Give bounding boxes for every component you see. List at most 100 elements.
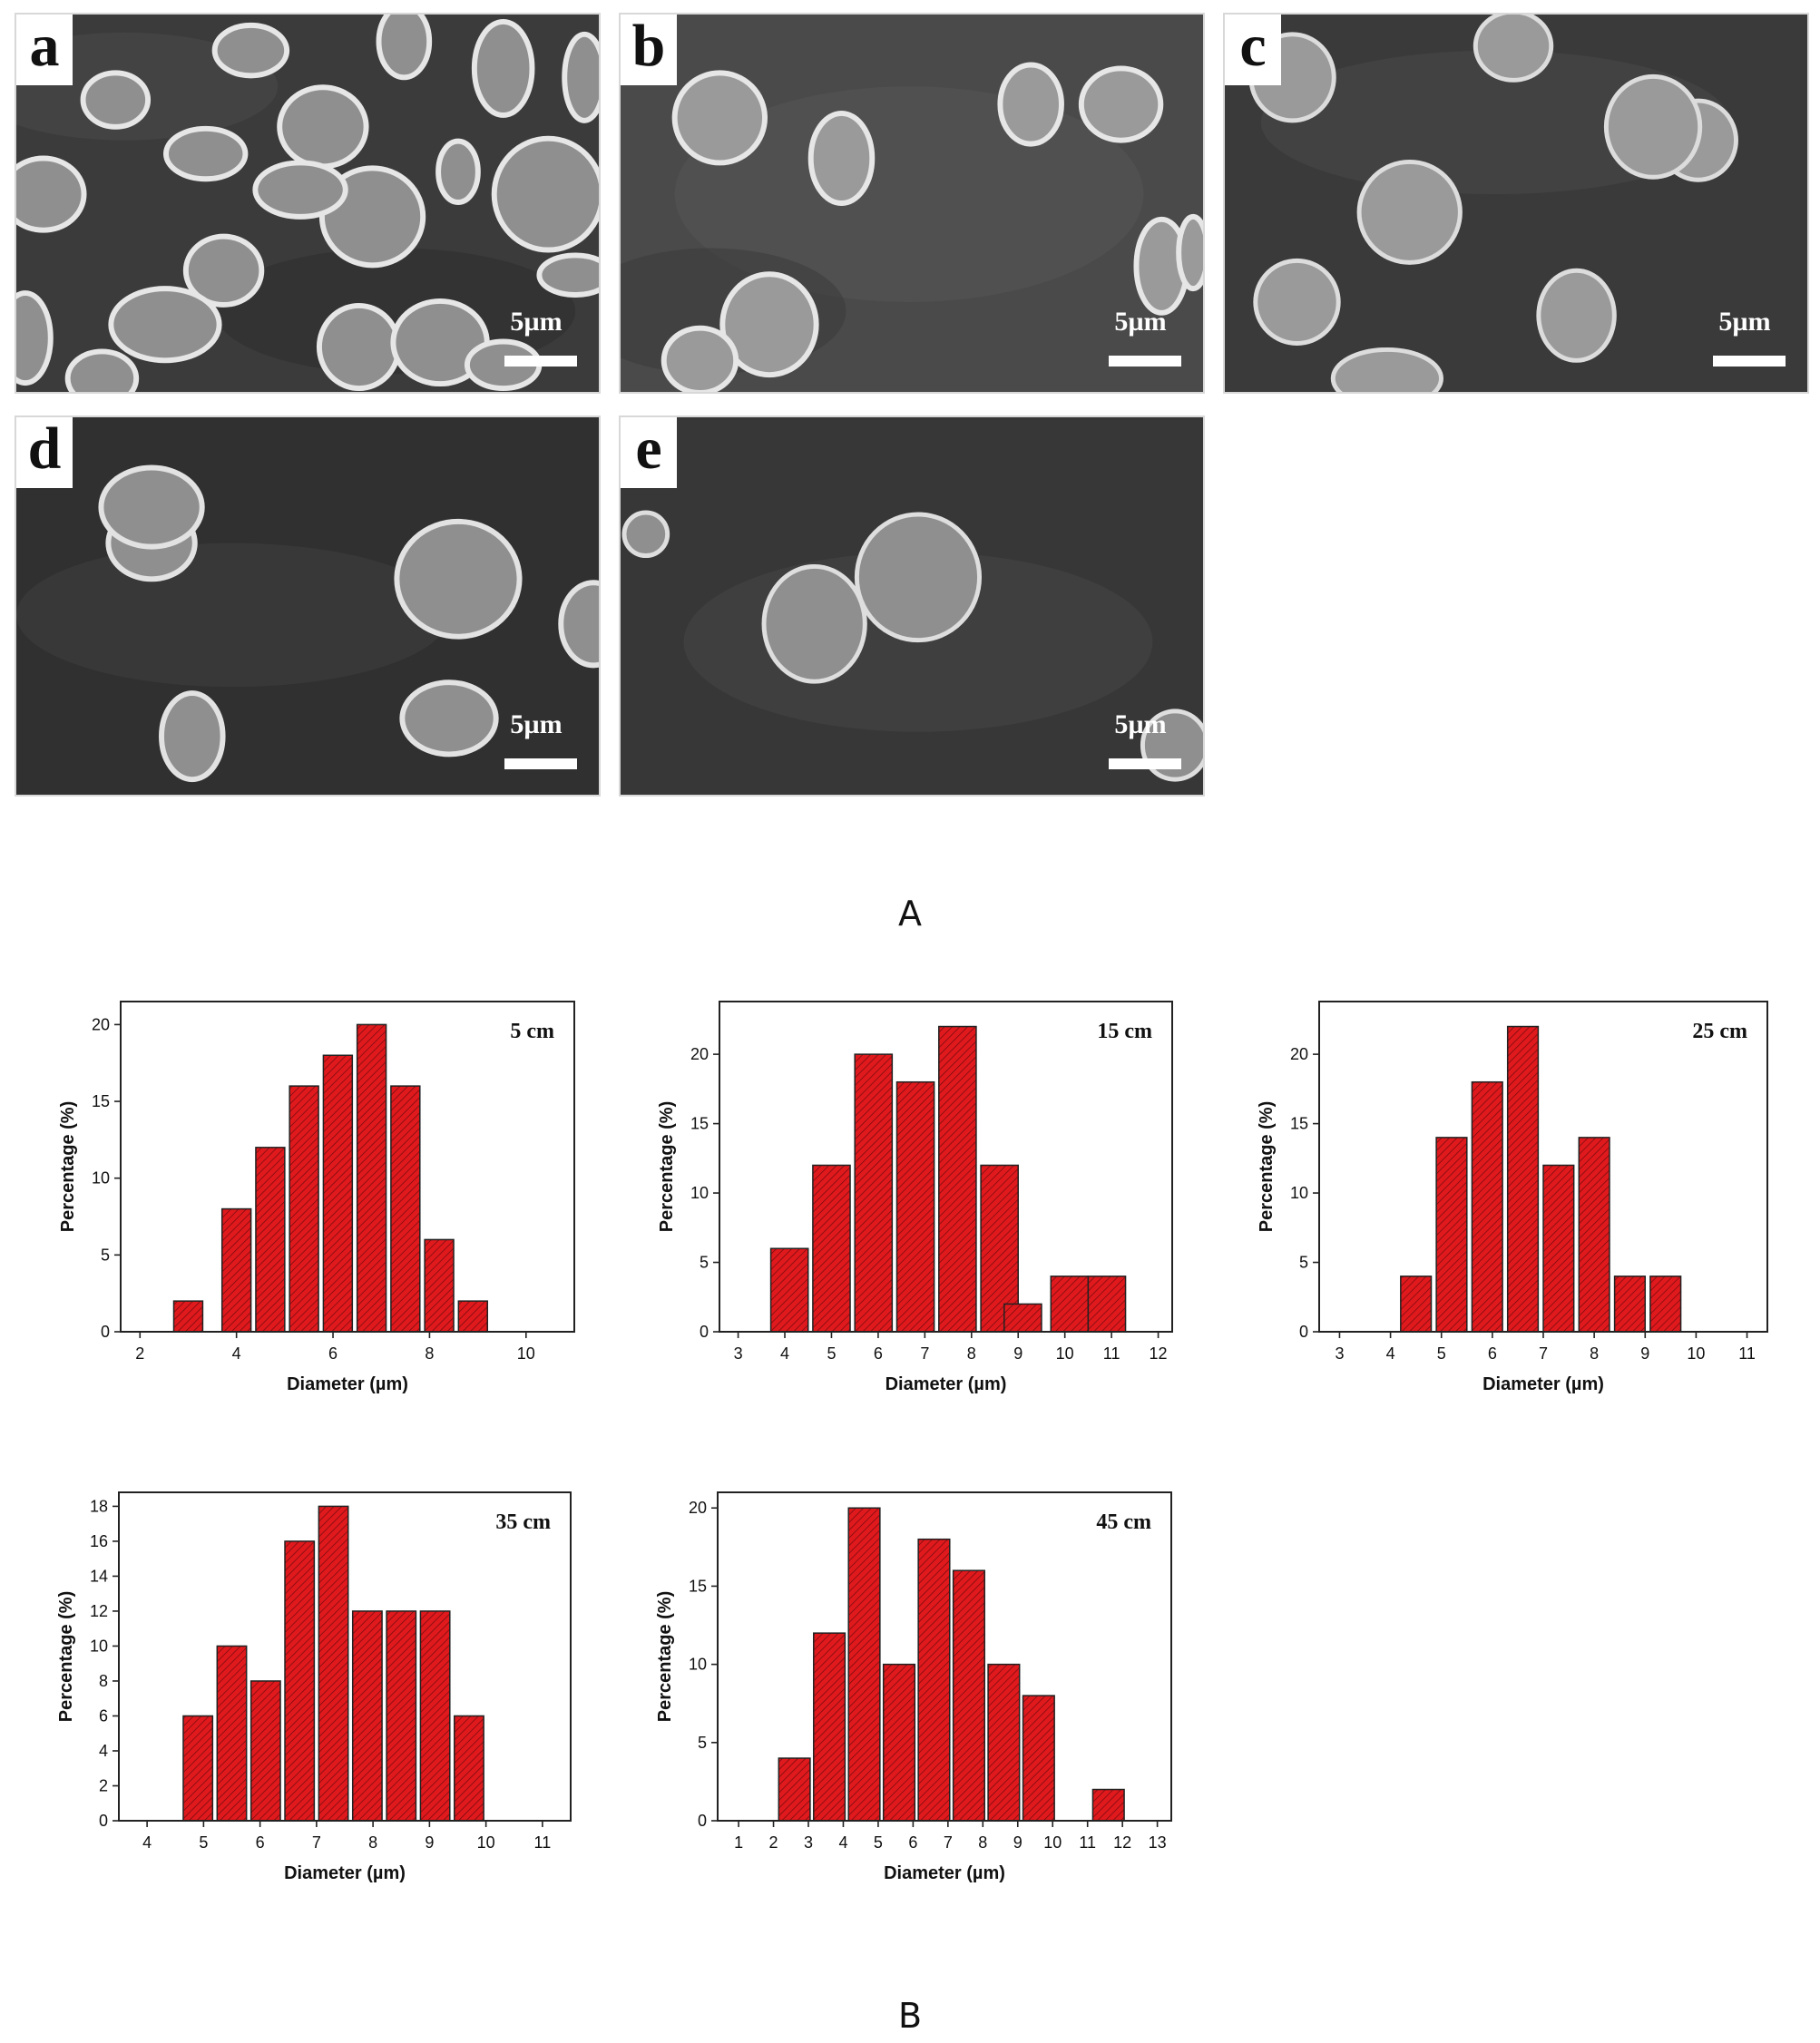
x-tick-label: 8 — [1590, 1344, 1599, 1363]
x-tick-label: 2 — [769, 1833, 778, 1852]
chart-annotation: 45 cm — [1096, 1510, 1151, 1534]
histogram-bar — [351, 1610, 383, 1822]
x-tick-label: 11 — [1738, 1344, 1756, 1363]
sem-micrograph — [621, 15, 1203, 392]
y-tick-label: 20 — [1290, 1045, 1308, 1063]
x-tick-label: 9 — [1013, 1344, 1023, 1363]
x-tick-label: 6 — [874, 1344, 883, 1363]
x-tick-label: 8 — [368, 1833, 377, 1852]
y-axis-label: Percentage (%) — [58, 1101, 78, 1233]
y-tick-label: 10 — [690, 1184, 709, 1202]
x-tick-label: 9 — [1013, 1833, 1023, 1852]
scale-bar — [1109, 356, 1181, 367]
x-tick-label: 12 — [1113, 1833, 1131, 1852]
scale-bar-label: 5µm — [1114, 307, 1167, 337]
histogram-bar — [812, 1164, 851, 1333]
y-tick-label: 4 — [99, 1742, 108, 1760]
y-tick-label: 15 — [1290, 1115, 1308, 1133]
y-tick-label: 15 — [689, 1577, 707, 1595]
histogram-1: 2 4 6 8 10 0 5 10 15 20 Diameter (µm) Percentage (%… — [58, 1001, 575, 1394]
y-tick-label: 10 — [1290, 1184, 1308, 1202]
histogram-bar — [284, 1540, 316, 1822]
histogram-bar — [1091, 1788, 1125, 1822]
plot-frame — [719, 1001, 1173, 1333]
sem-micrograph — [16, 15, 599, 392]
sem-panel-letter: e — [621, 417, 677, 488]
y-tick-label: 5 — [101, 1246, 110, 1264]
histogram-bar — [1578, 1137, 1610, 1333]
scale-bar — [1109, 758, 1181, 769]
chart-annotation: 35 cm — [495, 1510, 551, 1534]
x-tick-label: 5 — [1437, 1344, 1446, 1363]
histogram-bar — [987, 1663, 1021, 1822]
plot-frame — [118, 1491, 572, 1822]
y-tick-label: 15 — [690, 1115, 709, 1133]
histogram-bar — [386, 1610, 417, 1822]
histogram-bar — [1649, 1276, 1682, 1333]
y-tick-label: 5 — [700, 1254, 709, 1272]
histogram-bar — [1613, 1276, 1647, 1333]
sem-panel-letter: a — [16, 15, 73, 85]
x-axis-label: Diameter (µm) — [1482, 1374, 1604, 1394]
x-tick-label: 4 — [232, 1344, 241, 1363]
histogram-bar — [1471, 1080, 1503, 1333]
histogram-bar — [854, 1053, 894, 1333]
y-tick-label: 0 — [101, 1323, 110, 1341]
x-tick-label: 9 — [1640, 1344, 1649, 1363]
y-tick-label: 5 — [698, 1734, 707, 1752]
histogram-bar — [895, 1080, 935, 1333]
histogram-2: 3 4 5 6 7 8 9 10 11 12 0 5 10 15 20 Diameter (µm) Percen… — [657, 1001, 1173, 1394]
histogram-3: 3 4 5 6 7 8 9 10 11 0 5 10 15 20 Diameter (µm) Percenta… — [1257, 1001, 1768, 1394]
x-tick-label: 6 — [908, 1833, 917, 1852]
x-tick-label: 4 — [838, 1833, 847, 1852]
histogram-bar — [172, 1300, 204, 1333]
histogram-bar — [1022, 1695, 1055, 1822]
histogram-bar — [220, 1207, 252, 1333]
histogram-bar — [1003, 1303, 1042, 1333]
scale-bar — [504, 758, 577, 769]
histogram-bar — [917, 1538, 951, 1822]
x-tick-label: 8 — [425, 1344, 434, 1363]
y-tick-label: 10 — [689, 1656, 707, 1674]
plot-frame — [717, 1491, 1172, 1822]
y-tick-label: 20 — [92, 1015, 110, 1033]
y-tick-label: 14 — [90, 1567, 108, 1585]
x-tick-label: 8 — [967, 1344, 976, 1363]
chart-annotation: 15 cm — [1097, 1020, 1152, 1043]
y-tick-label: 0 — [700, 1323, 709, 1341]
histogram-bar — [322, 1054, 354, 1333]
panel-b-label: B — [897, 1996, 923, 2036]
x-tick-label: 4 — [780, 1344, 789, 1363]
y-tick-label: 0 — [1299, 1323, 1308, 1341]
sem-panel-letter: d — [16, 417, 73, 488]
histogram-bar — [182, 1715, 214, 1822]
scale-bar-label: 5µm — [510, 709, 563, 739]
y-tick-label: 10 — [92, 1169, 110, 1188]
histogram-bar — [882, 1663, 916, 1822]
histogram-bar — [1542, 1164, 1575, 1333]
sem-image-a: a 5µm — [15, 13, 601, 394]
histogram-bar — [778, 1757, 811, 1822]
x-tick-label: 10 — [1043, 1833, 1062, 1852]
y-axis-label: Percentage (%) — [1257, 1101, 1277, 1233]
x-tick-label: 2 — [135, 1344, 144, 1363]
x-tick-label: 1 — [734, 1833, 743, 1852]
histogram-bar — [289, 1085, 319, 1333]
histogram-bar — [390, 1085, 421, 1333]
panel-a-label: A — [898, 894, 922, 934]
histogram-bar — [1435, 1137, 1468, 1333]
y-tick-label: 20 — [690, 1045, 709, 1063]
x-tick-label: 6 — [1488, 1344, 1497, 1363]
y-tick-label: 20 — [689, 1499, 707, 1517]
histogram-bar — [847, 1507, 881, 1822]
histogram-bar — [216, 1645, 248, 1822]
x-tick-label: 6 — [328, 1344, 338, 1363]
x-tick-label: 4 — [1386, 1344, 1395, 1363]
chart-annotation: 25 cm — [1692, 1020, 1747, 1043]
x-tick-label: 7 — [312, 1833, 321, 1852]
histogram-bar — [255, 1147, 286, 1333]
histogram-bar — [1050, 1276, 1090, 1333]
y-tick-label: 0 — [698, 1812, 707, 1830]
histogram-bar — [938, 1025, 977, 1333]
x-tick-label: 8 — [978, 1833, 987, 1852]
